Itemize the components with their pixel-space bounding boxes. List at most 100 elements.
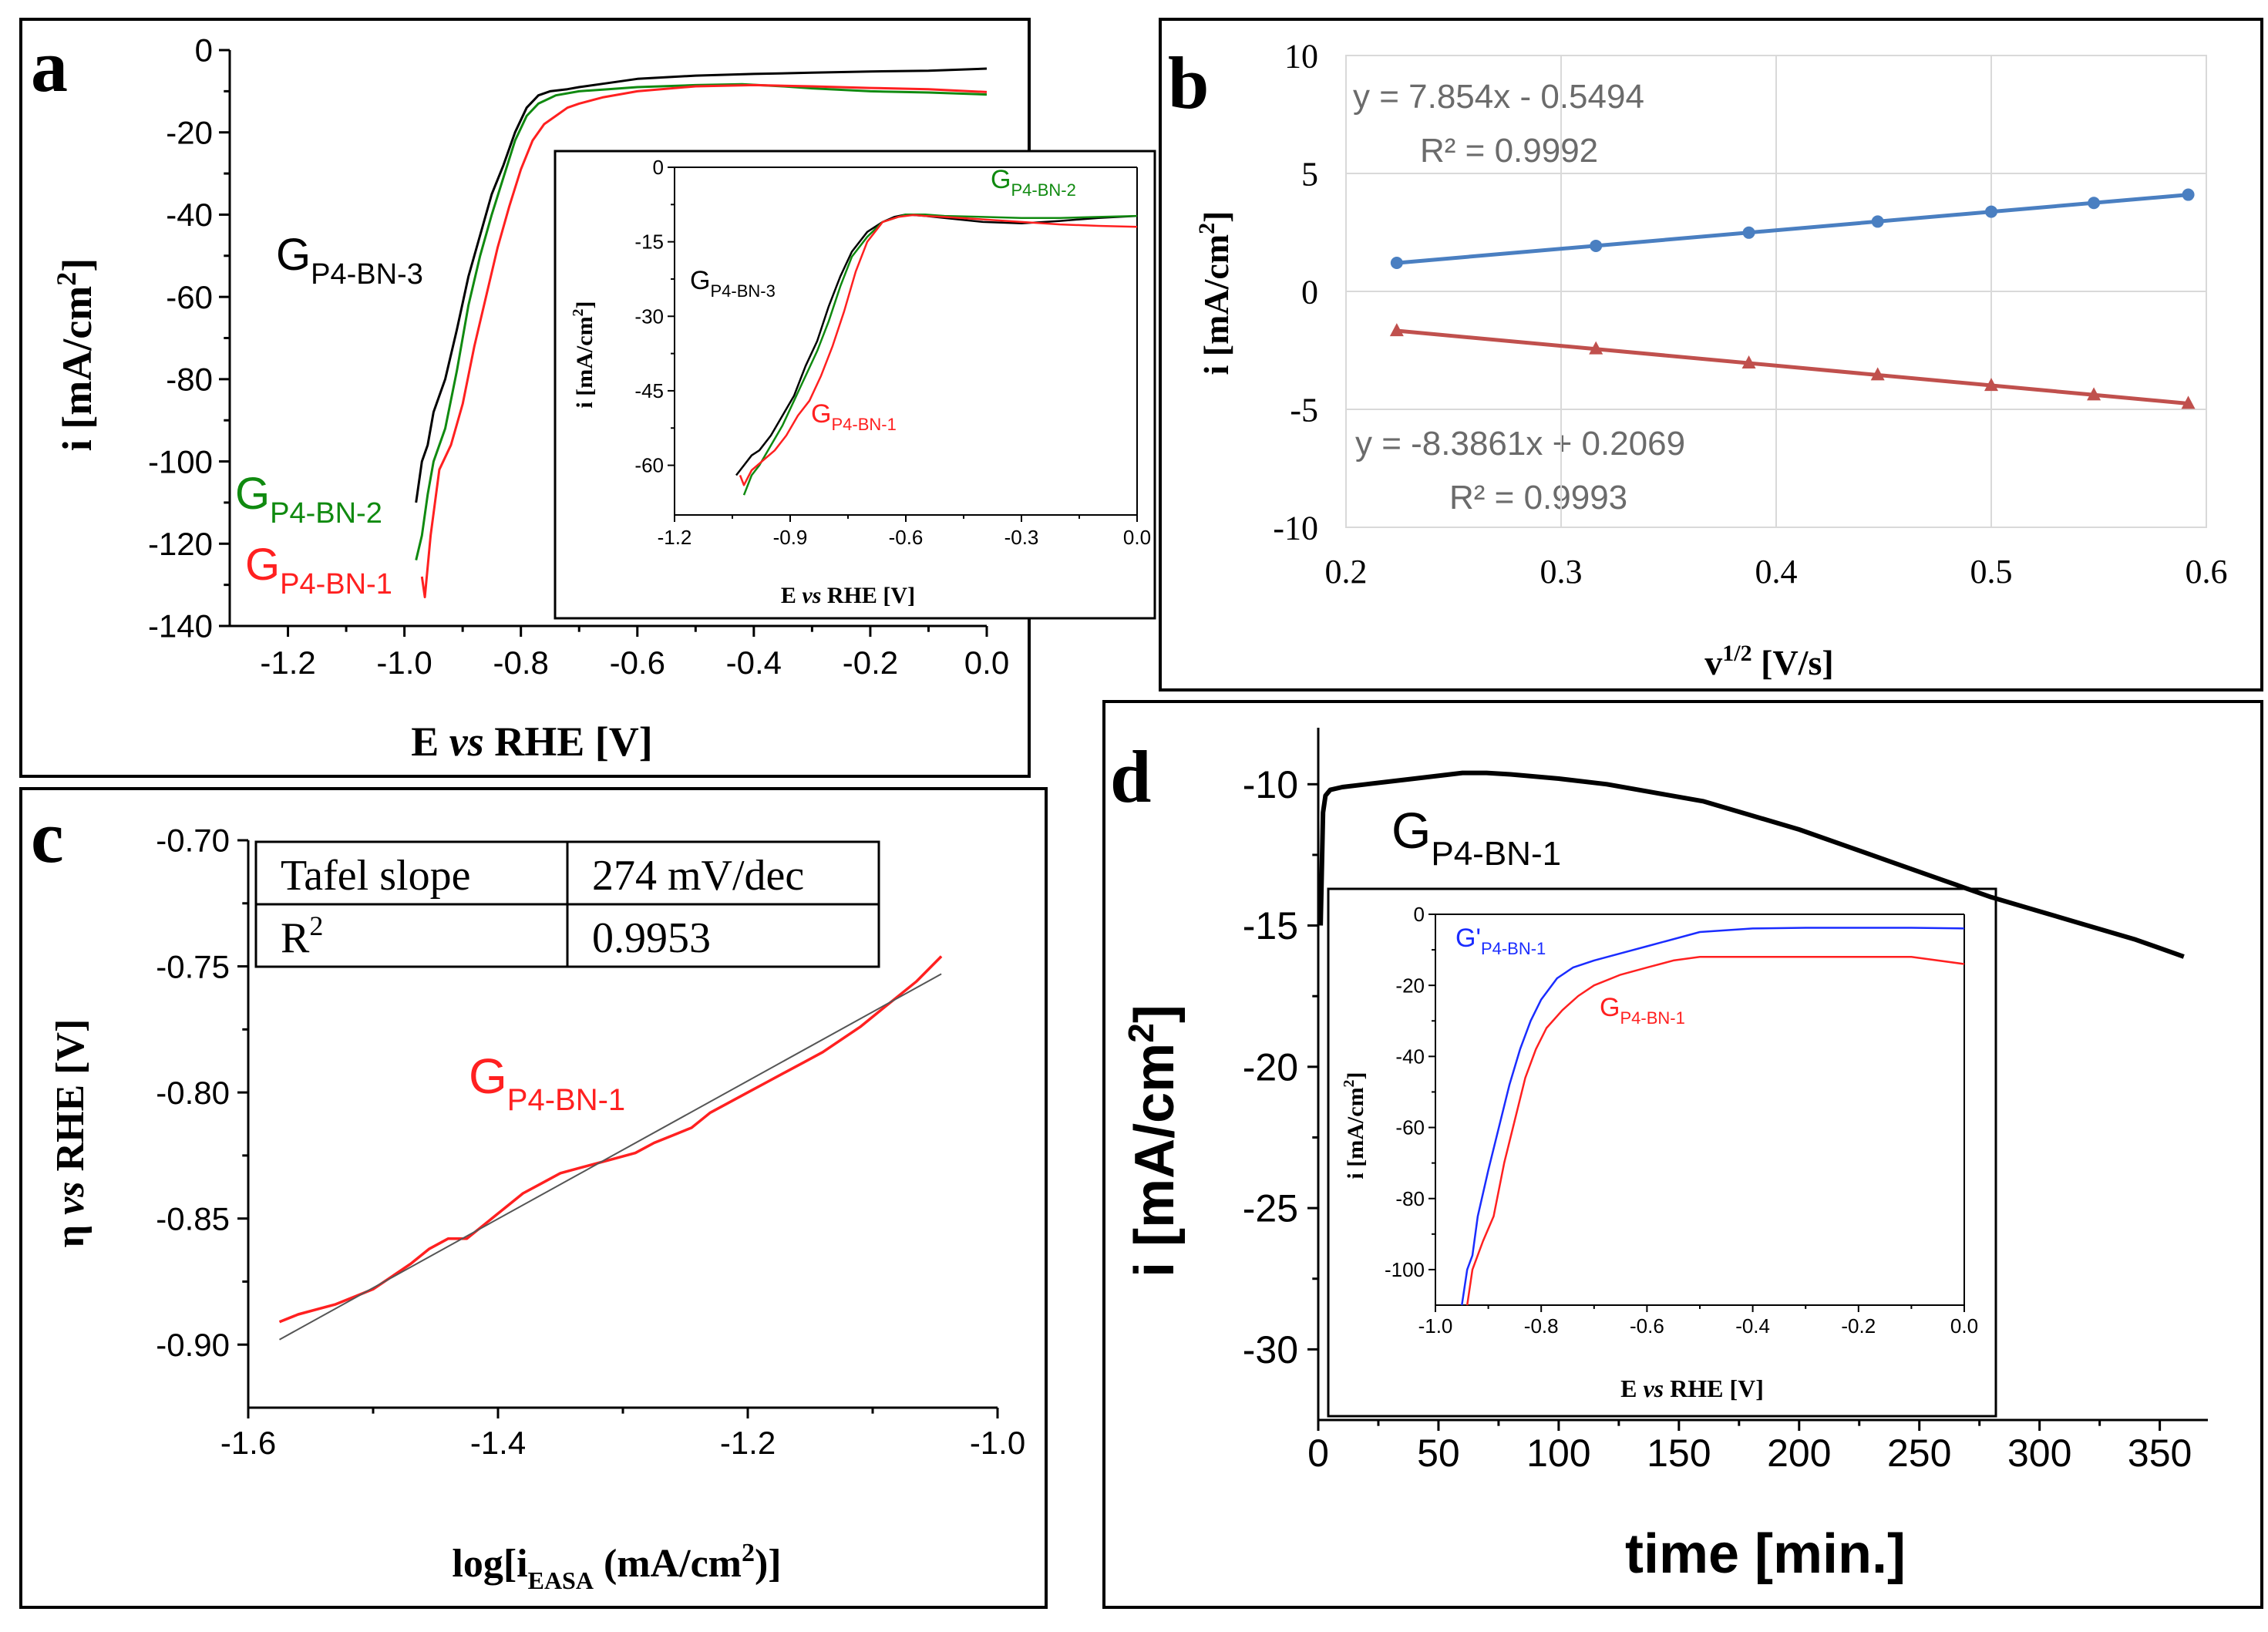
x-tick-label: -1.4 [470,1425,526,1461]
data-point-b-circle [1742,226,1755,239]
inset-d-frame [1327,887,1997,1418]
panel-d-letter: d [1110,735,1151,818]
label-a-bn2: GP4-BN-2 [235,469,382,530]
y-tick-label: 0 [1301,273,1318,311]
y-tick-label: -20 [1395,974,1425,997]
panel-d-ylabel: i [mA/cm2] [1121,1004,1186,1277]
x-tick-label: -1.6 [220,1425,276,1461]
inset-a-frame [554,150,1156,620]
x-tick-label: -0.6 [610,644,665,681]
y-tick-label: -15 [634,230,664,254]
y-tick-label: -60 [166,279,213,315]
label-d-bn1: GP4-BN-1 [1391,802,1561,873]
panel-c-ylabel: η vs RHE [V] [49,1019,93,1248]
x-tick-label: -0.6 [889,526,924,549]
y-tick-label: -80 [166,362,213,398]
panel-b-letter: b [1168,42,1209,124]
data-point-b-triangle [2181,395,2196,409]
inset-a-line-gp4-bn-3 [735,213,1138,476]
y-tick-label: -60 [634,454,664,477]
y-tick-label: -0.75 [156,948,230,984]
x-tick-label: -1.0 [376,644,432,681]
line-a-gp4-bn-1 [420,83,988,599]
x-tick-label: 0.0 [1950,1314,1978,1338]
x-tick-label: 0.3 [1540,553,1583,591]
x-tick-label: -0.2 [1841,1314,1876,1338]
x-tick-label: 0.0 [1123,526,1151,549]
fit-line-b-2 [1396,328,2189,405]
y-tick-label: 0 [195,32,213,69]
inset-d-line-gp4-bn-1 [1465,956,1965,1306]
label-a-inset-bn2: GP4-BN-2 [991,165,1076,200]
inset-d-line-g-p4-bn-1 [1461,927,1965,1306]
y-tick-label: -40 [166,197,213,233]
x-tick-label: 350 [2128,1432,2192,1475]
y-tick-label: -0.90 [156,1327,230,1363]
data-point-b-circle [1390,256,1403,269]
table-tafel-label: Tafel slope [281,852,470,900]
inset-d-ylabel: i [mA/cm2] [1341,1072,1368,1179]
panel-d-plot: 0 50 100 150 200 250 300 350 -10 -15 -20 -25 -30 [1243,728,2208,1475]
y-tick-label: -10 [1243,763,1298,806]
x-tick-label: 300 [2007,1432,2071,1475]
x-tick-label: 200 [1767,1432,1831,1475]
panel-b-eq2: y = -8.3861x + 0.2069 [1355,425,1685,463]
x-tick-label: -0.9 [773,526,808,549]
y-tick-label: -0.85 [156,1200,230,1237]
panel-c-plot: -1.6 -1.4 -1.2 -1.0 -0.70 -0.75 -0.80 -0.85 -0.9… [156,823,1025,1461]
y-tick-label: 0 [1414,903,1425,926]
y-tick-label: 10 [1284,37,1318,75]
x-tick-label: 0.4 [1755,553,1798,591]
y-tick-label: -0.80 [156,1075,230,1111]
x-tick-label: 50 [1417,1432,1460,1475]
panel-b-r1: R² = 0.9992 [1420,132,1598,170]
x-tick-label: -1.0 [970,1425,1025,1461]
panel-c-letter: c [31,796,64,878]
x-tick-label: 0 [1307,1432,1329,1475]
label-a-inset-bn3: GP4-BN-3 [690,266,776,301]
data-point-b-circle [1985,205,1997,218]
inset-a-ylabel: i [mA/cm2] [570,301,597,408]
data-point-b-circle [2182,188,2195,201]
y-tick-label: -140 [148,608,213,644]
y-tick-label: -40 [1395,1045,1425,1068]
line-a-gp4-bn-3 [415,67,988,503]
y-tick-label: -30 [634,305,664,328]
x-tick-label: -0.8 [493,644,549,681]
table-r2-value: 0.9953 [592,914,711,962]
x-tick-label: 0.6 [2186,553,2228,591]
data-point-b-triangle [1741,355,1756,369]
y-tick-label: -60 [1395,1116,1425,1139]
panel-d-frame [1102,700,2263,1609]
panel-c-frame [19,787,1048,1609]
table-r2-label: R2 [281,910,323,962]
inset-d-xlabel: E vs RHE [V] [1620,1375,1764,1402]
panel-b-eq1: y = 7.854x - 0.5494 [1353,78,1644,116]
panel-d-xlabel: time [min.] [1625,1523,1906,1585]
panel-a-inset-plot: -1.2 -0.9 -0.6 -0.3 0.0 0 -15 -30 -45 -60 [634,156,1151,549]
y-tick-label: -10 [1273,509,1318,547]
y-tick-label: -20 [1243,1045,1298,1089]
y-tick-label: -45 [634,379,664,402]
x-tick-label: 0.5 [1970,553,2013,591]
x-tick-label: 0.0 [964,644,1009,681]
x-tick-label: -0.6 [1630,1314,1664,1338]
line-d-gp4-bn-1 [1318,770,2185,959]
y-tick-label: -20 [166,114,213,150]
label-d-inset-blue: G'P4-BN-1 [1455,924,1546,958]
inset-a-line-gp4-bn-2 [742,213,1138,496]
x-tick-label: -0.8 [1524,1314,1559,1338]
line-c-gp4-bn-1 [278,955,943,1324]
y-tick-label: -80 [1395,1187,1425,1210]
panel-a-xlabel: E vs RHE [V] [411,718,653,765]
panel-b-xlabel: v1/2 [V/s] [1704,641,1833,682]
x-tick-label: -0.2 [843,644,898,681]
y-tick-label: -100 [1385,1258,1425,1281]
x-tick-label: -0.4 [1735,1314,1770,1338]
x-tick-label: -1.2 [720,1425,776,1461]
fit-line-b-1 [1396,193,2189,265]
x-tick-label: 250 [1887,1432,1951,1475]
y-tick-label: -0.70 [156,823,230,859]
x-tick-label: 150 [1647,1432,1711,1475]
